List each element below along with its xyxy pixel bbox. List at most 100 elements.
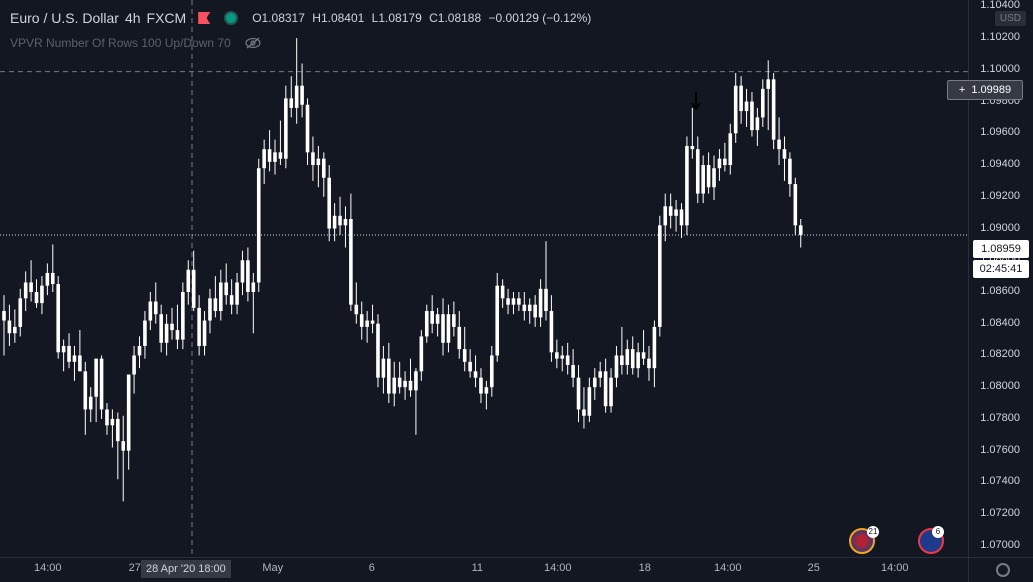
market-status-icon[interactable] bbox=[224, 11, 239, 25]
candle bbox=[479, 368, 483, 404]
crosshair-time-label: 28 Apr '20 18:00 bbox=[141, 560, 231, 578]
eye-hidden-icon[interactable] bbox=[245, 37, 261, 49]
candle-body bbox=[723, 158, 727, 166]
candle-body bbox=[430, 311, 434, 324]
candle-body bbox=[560, 355, 565, 359]
candle-body bbox=[750, 101, 754, 131]
close-value: 1.08188 bbox=[437, 11, 482, 25]
candle bbox=[647, 345, 651, 381]
time-tick-label: 14:00 bbox=[544, 562, 572, 574]
candle bbox=[527, 298, 532, 324]
candle-body bbox=[592, 377, 597, 388]
candle bbox=[744, 88, 749, 127]
currency-badge[interactable]: USD bbox=[994, 11, 1026, 26]
candle-body bbox=[121, 441, 126, 451]
candle-body bbox=[571, 364, 575, 378]
candle-body bbox=[208, 298, 212, 321]
event-count-badge: 6 bbox=[932, 526, 944, 538]
candle bbox=[592, 368, 597, 400]
candle-body bbox=[88, 396, 93, 410]
flag-icon[interactable] bbox=[198, 12, 211, 24]
candle bbox=[164, 314, 169, 356]
candle bbox=[153, 282, 158, 324]
candle bbox=[300, 63, 304, 118]
candle-body bbox=[609, 377, 613, 407]
candle-body bbox=[235, 282, 239, 305]
candle-body bbox=[446, 314, 451, 343]
candle-body bbox=[29, 282, 33, 292]
candle bbox=[327, 165, 331, 242]
event-eu-flag[interactable]: 6 bbox=[918, 526, 944, 554]
candle bbox=[549, 295, 554, 362]
candle-body bbox=[511, 298, 516, 305]
candle bbox=[321, 152, 326, 197]
candle bbox=[208, 288, 212, 334]
candlestick-chart[interactable] bbox=[0, 0, 968, 557]
candle bbox=[641, 330, 646, 365]
candle-body bbox=[587, 387, 592, 416]
high-key: H bbox=[312, 11, 321, 25]
time-scale[interactable]: 14:00 27 May 6 11 14:00 18 14:00 25 14:00 28 Apr … bbox=[0, 557, 968, 582]
open-value: 1.08317 bbox=[261, 11, 305, 25]
candle-body bbox=[527, 304, 532, 312]
chart-settings-corner[interactable] bbox=[968, 557, 1033, 582]
candle bbox=[761, 79, 765, 127]
indicator-legend[interactable]: VPVR Number Of Rows 100 Up/Down 70 bbox=[10, 36, 261, 50]
candle bbox=[620, 326, 624, 375]
price-tick-label: 1.10000 bbox=[980, 62, 1020, 75]
time-tick-label: 14:00 bbox=[714, 562, 742, 574]
candle bbox=[728, 123, 733, 175]
candle-body bbox=[782, 149, 787, 159]
candle bbox=[739, 76, 743, 124]
candle bbox=[387, 342, 391, 404]
chart-pane[interactable]: Euro / U.S. Dollar 4h FXCM O1.08317 H1.0… bbox=[0, 0, 968, 557]
candle bbox=[240, 250, 245, 296]
event-us-flag[interactable]: 21 bbox=[849, 526, 879, 554]
candle-body bbox=[78, 355, 82, 372]
candle bbox=[197, 295, 201, 356]
candle bbox=[397, 361, 402, 394]
candle bbox=[408, 358, 413, 397]
close-key: C bbox=[429, 11, 438, 25]
candle bbox=[381, 345, 386, 394]
symbol-name[interactable]: Euro / U.S. Dollar bbox=[10, 10, 119, 26]
candle bbox=[517, 291, 521, 312]
candle bbox=[246, 247, 250, 302]
candle bbox=[674, 199, 678, 232]
candle bbox=[45, 263, 50, 296]
candle-body bbox=[197, 307, 201, 346]
price-scale[interactable]: USD 1.10400 1.10200 1.10000 1.09800 1.09600 1… bbox=[947, 0, 1033, 557]
candle bbox=[370, 304, 375, 334]
candle bbox=[110, 409, 115, 448]
candle-body bbox=[202, 320, 207, 346]
candle bbox=[305, 98, 310, 166]
candle-body bbox=[251, 282, 256, 292]
candle bbox=[484, 380, 489, 410]
candle bbox=[18, 288, 23, 337]
candle bbox=[582, 387, 586, 429]
indicator-name[interactable]: VPVR Number Of Rows 100 Up/Down 70 bbox=[10, 36, 231, 50]
candle bbox=[782, 136, 787, 181]
candle bbox=[457, 311, 462, 359]
low-key: L bbox=[371, 11, 379, 25]
low-value: 1.08179 bbox=[378, 11, 422, 25]
time-tick-label: May bbox=[262, 562, 284, 574]
candle bbox=[452, 301, 456, 337]
candle bbox=[94, 358, 98, 423]
candle-body bbox=[517, 298, 521, 305]
candle bbox=[712, 155, 716, 200]
candle-body bbox=[300, 85, 304, 105]
price-tick-label: 1.10400 bbox=[980, 0, 1020, 12]
candle bbox=[354, 282, 359, 324]
candle-body bbox=[668, 206, 673, 216]
price-tick-label: 1.09400 bbox=[980, 158, 1020, 171]
candle-body bbox=[533, 304, 537, 318]
arrow-down-icon[interactable] bbox=[691, 92, 701, 111]
candle bbox=[506, 288, 510, 315]
price-tick-label: 1.09600 bbox=[980, 126, 1020, 139]
candle-body bbox=[132, 355, 136, 375]
interval-label[interactable]: 4h bbox=[124, 10, 141, 26]
candle bbox=[29, 260, 33, 302]
gear-icon[interactable] bbox=[996, 563, 1010, 577]
candle bbox=[137, 336, 142, 369]
